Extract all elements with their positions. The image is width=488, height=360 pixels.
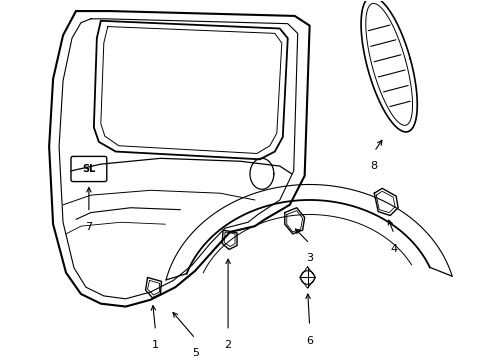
Text: 4: 4	[390, 244, 397, 253]
Text: 8: 8	[370, 161, 377, 171]
Text: 2: 2	[224, 341, 231, 351]
Text: SL: SL	[82, 164, 95, 174]
Text: 1: 1	[152, 341, 159, 351]
Text: 3: 3	[305, 253, 312, 263]
Text: 5: 5	[191, 348, 199, 358]
Text: 7: 7	[85, 222, 92, 232]
Text: 6: 6	[305, 336, 312, 346]
